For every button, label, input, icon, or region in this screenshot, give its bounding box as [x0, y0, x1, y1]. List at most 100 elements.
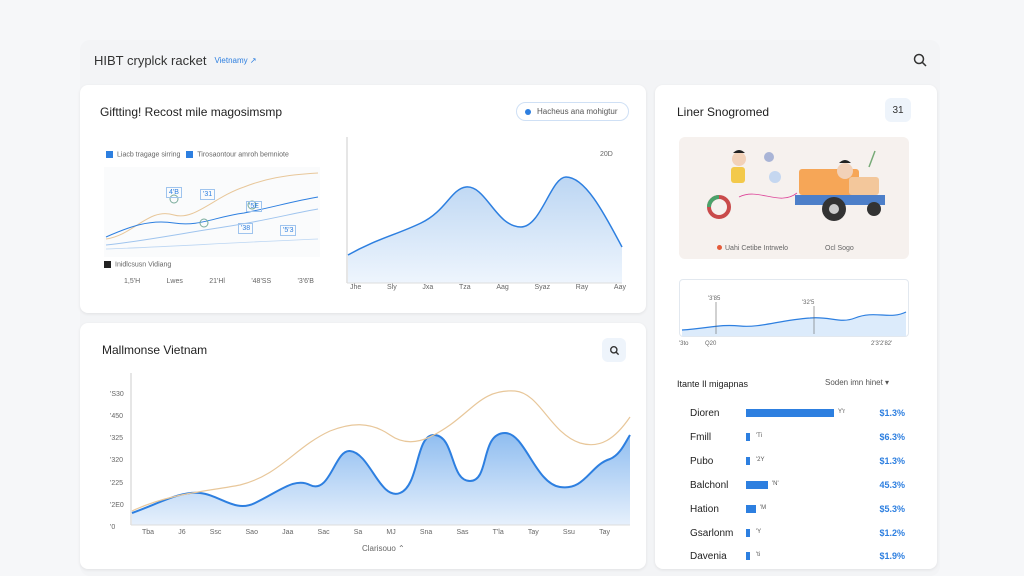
x-tick: Syaz — [534, 284, 551, 291]
x-tick: Tay — [527, 529, 539, 536]
y-tick: 'S30 — [110, 391, 124, 398]
row-bar: Y'r — [746, 409, 846, 417]
x-tick: Tba — [142, 529, 155, 536]
caption-text: Uahi Cetibe Intrwelo — [725, 245, 789, 252]
row-bar-fill — [746, 529, 750, 537]
row-small: 'ti — [756, 552, 761, 558]
chart-marker: '31 — [200, 189, 216, 200]
row-percent: $5.3% — [879, 504, 905, 514]
table-title: Itante Il migapnas — [677, 379, 749, 389]
row-name: Pubo — [690, 455, 714, 467]
x-tick: Sac — [317, 529, 330, 536]
x-tick: Aag — [496, 284, 509, 291]
row-name: Dioren — [690, 407, 720, 419]
row-small: 'Ti — [756, 433, 762, 439]
y-tick: '320 — [110, 457, 124, 465]
summary-label: 1,5'H — [124, 278, 141, 285]
row-bar: 'Ti — [746, 433, 846, 441]
filter-pill[interactable]: Hacheus ana mohigtur — [516, 102, 629, 121]
sparkline-marker: '32'5 — [802, 300, 815, 306]
sparkline-chart — [681, 302, 907, 336]
row-bar-fill — [746, 481, 768, 489]
right-chart-y-label: 20D — [600, 151, 613, 158]
row-percent: $1.2% — [879, 528, 905, 538]
summary-label: '48'SS — [251, 278, 272, 285]
market-card-title: Mallmonse Vietnam — [102, 343, 208, 357]
table-row[interactable]: Balchonl 'N' 45.3% — [690, 478, 905, 492]
row-name: Hation — [690, 503, 719, 515]
row-name: Balchonl — [690, 479, 729, 491]
table-row[interactable]: Gsarlonm 'Y $1.2% — [690, 526, 905, 540]
y-tick: '2E0 — [110, 501, 124, 509]
row-small: 'N' — [772, 481, 779, 487]
row-percent: $1.3% — [879, 456, 905, 466]
illustration-caption-right: Ocl Sogo — [825, 245, 854, 252]
area-chart-top — [346, 137, 623, 284]
row-bar: 'M — [746, 505, 846, 513]
x-tick: Aay — [613, 284, 626, 291]
market-card: Mallmonse Vietnam 'S30 '450 '325 '320 '2… — [80, 323, 646, 569]
legend-item: Tirosaontour amroh bemniote — [197, 151, 289, 159]
market-y-axis: 'S30 '450 '325 '320 '225 '2E0 '0 — [110, 391, 124, 531]
table-row[interactable]: Hation 'M $5.3% — [690, 502, 905, 516]
summary-label: 21'Hl — [209, 278, 225, 285]
row-bar-fill — [746, 409, 834, 417]
x-tick: Sas — [456, 529, 469, 536]
summary-labels: 1,5'H Lwes 21'Hl '48'SS '3'6'B — [124, 278, 314, 285]
x-tick: Tay — [599, 529, 610, 536]
x-tick: Sa — [353, 529, 363, 536]
caption-dot-icon — [717, 245, 722, 250]
sort-dropdown[interactable]: Soden imn hinet ▾ — [825, 378, 890, 387]
chart-marker: '5'3 — [280, 225, 297, 236]
mini-line-chart — [104, 167, 320, 257]
search-icon[interactable] — [912, 52, 928, 68]
x-tick: Jxa — [422, 284, 434, 291]
table-row[interactable]: Fmill 'Ti $6.3% — [690, 430, 905, 444]
table-row[interactable]: Davenia 'ti $1.9% — [690, 549, 905, 563]
legend-item: Inidlcsusn Vidiang — [115, 261, 172, 269]
market-area-chart — [130, 373, 631, 526]
sparkline-marker: '3'85 — [708, 296, 721, 302]
x-tick: Ray — [575, 284, 589, 291]
y-tick: '225 — [110, 479, 124, 487]
row-name: Davenia — [690, 550, 727, 562]
row-small: 'M — [760, 505, 767, 511]
x-tick: Tza — [459, 284, 471, 291]
x-tick: Ssc — [209, 529, 222, 536]
delivery-truck-illustration — [707, 150, 885, 221]
y-tick: '450 — [110, 413, 124, 421]
row-bar: 'Y — [746, 529, 846, 537]
summary-label: Lwes — [166, 278, 183, 285]
right-panel: Liner Snogromed 31 Uahi Cetibe Intrwelo … — [655, 85, 937, 569]
app-tag-link[interactable]: Vietnamy ↗ — [214, 55, 257, 65]
row-percent: $6.3% — [879, 432, 905, 442]
chart-marker: '5E — [246, 201, 262, 212]
x-tick: Jaa — [282, 529, 294, 536]
x-tick: Sna — [419, 529, 433, 536]
table-row[interactable]: Pubo '2Y $1.3% — [690, 454, 905, 468]
row-percent: $1.3% — [879, 408, 905, 418]
row-name: Fmill — [690, 431, 712, 443]
summary-label: '3'6'B — [297, 278, 314, 285]
row-small: 'Y — [756, 529, 762, 535]
overview-card: Giftting! Recost mile magosimsmp Hacheus… — [80, 85, 646, 313]
sparkline-x-right: 2'3'2'82' — [871, 341, 893, 347]
row-percent: 45.3% — [879, 480, 905, 490]
market-x-label-dropdown[interactable]: Clarisouo ⌃ — [362, 544, 405, 553]
right-panel-title: Liner Snogromed — [677, 105, 770, 119]
illustration-caption-left: Uahi Cetibe Intrwelo — [717, 245, 788, 252]
legend-swatch — [106, 151, 113, 158]
x-tick: J6 — [178, 529, 186, 536]
row-bar-fill — [746, 433, 750, 441]
market-search-button[interactable] — [602, 338, 626, 362]
y-tick: '0 — [110, 523, 116, 531]
app-title: HIBT cryplck racket — [94, 52, 207, 68]
row-bar-fill — [746, 552, 750, 560]
legend-swatch — [186, 151, 194, 158]
search-icon — [609, 345, 619, 355]
table-row[interactable]: Dioren Y'r $1.3% — [690, 406, 905, 420]
overview-card-title: Giftting! Recost mile magosimsmp — [100, 105, 283, 119]
count-badge[interactable]: 31 — [885, 98, 911, 122]
row-percent: $1.9% — [879, 551, 905, 561]
illustration-box: Uahi Cetibe Intrwelo Ocl Sogo — [679, 137, 909, 259]
